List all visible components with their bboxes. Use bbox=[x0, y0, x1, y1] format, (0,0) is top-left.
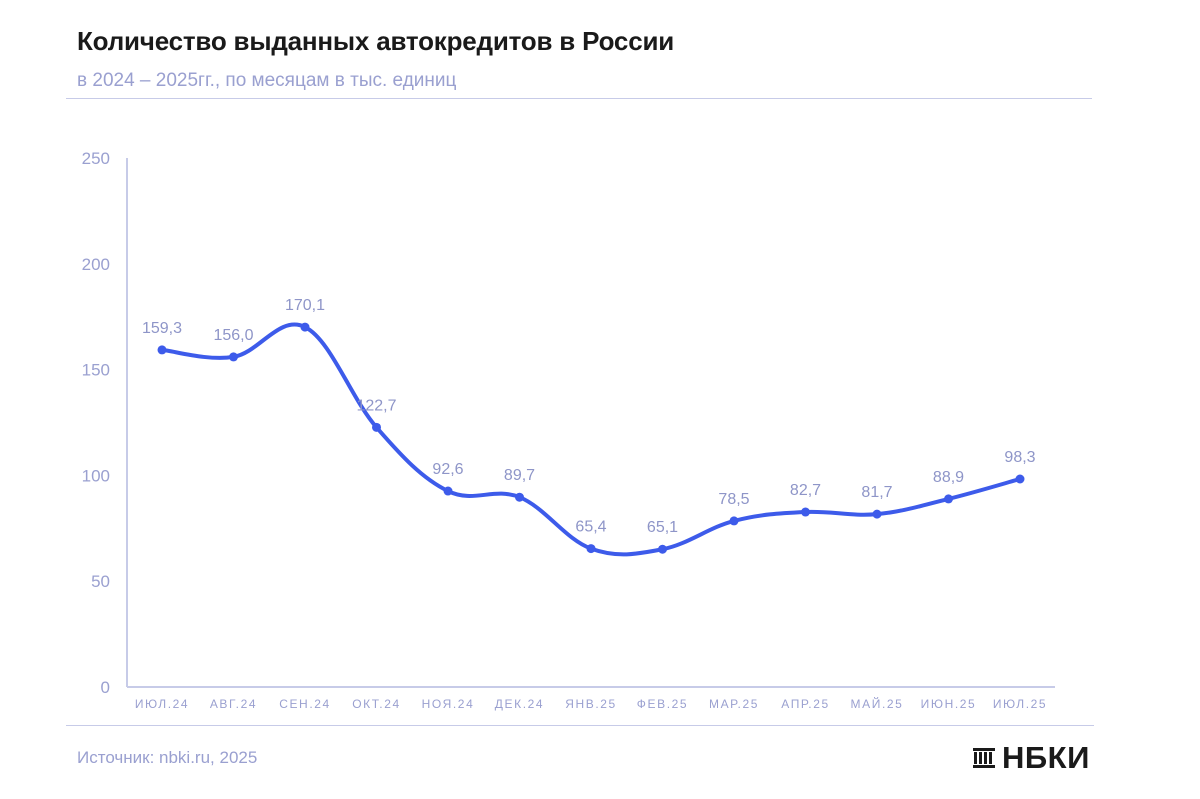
chart-title: Количество выданных автокредитов в Росси… bbox=[77, 26, 675, 56]
data-labels: 159,3 156,0 170,1 122,7 92,6 89,7 65,4 65,1 78,5… bbox=[142, 297, 1036, 536]
y-tick-label: 150 bbox=[82, 361, 110, 380]
data-label: 82,7 bbox=[790, 482, 821, 499]
source-note: Источник: nbki.ru, 2025 bbox=[77, 748, 258, 767]
data-label: 122,7 bbox=[356, 397, 396, 414]
data-point bbox=[157, 345, 167, 355]
data-label: 78,5 bbox=[718, 491, 749, 508]
x-tick-label: АВГ.24 bbox=[210, 697, 257, 711]
x-tick-label: МАР.25 bbox=[709, 697, 759, 711]
nbki-logo: НБКИ bbox=[972, 740, 1090, 776]
data-points bbox=[157, 322, 1025, 554]
data-point bbox=[443, 486, 453, 496]
data-label: 98,3 bbox=[1004, 449, 1035, 466]
data-point bbox=[729, 516, 739, 526]
x-tick-label: СЕН.24 bbox=[279, 697, 331, 711]
data-point bbox=[229, 352, 238, 362]
x-tick-label: АПР.25 bbox=[781, 697, 830, 711]
data-point bbox=[801, 507, 810, 517]
data-point bbox=[372, 422, 381, 432]
x-tick-label: ИЮЛ.24 bbox=[135, 697, 189, 711]
data-point bbox=[515, 492, 524, 502]
y-tick-label: 0 bbox=[101, 678, 110, 697]
data-label: 65,4 bbox=[575, 519, 606, 536]
x-tick-label: ЯНВ.25 bbox=[565, 697, 617, 711]
data-point bbox=[872, 509, 882, 519]
data-label: 65,1 bbox=[647, 519, 678, 536]
x-axis-ticks: ИЮЛ.24 АВГ.24 СЕН.24 ОКТ.24 НОЯ.24 ДЕК.24 ЯНВ.… bbox=[135, 696, 1047, 711]
footer-divider bbox=[66, 725, 1094, 726]
y-tick-label: 250 bbox=[82, 149, 110, 168]
chart-subtitle: в 2024 – 2025гг., по месяцам в тыс. един… bbox=[77, 70, 457, 91]
x-tick-label: ОКТ.24 bbox=[352, 697, 401, 711]
data-label: 88,9 bbox=[933, 469, 964, 486]
data-label: 170,1 bbox=[285, 297, 325, 314]
data-point bbox=[1015, 474, 1025, 484]
header-divider bbox=[66, 98, 1092, 99]
data-point bbox=[300, 322, 310, 332]
y-axis-ticks: 0 50 100 150 200 250 bbox=[82, 149, 110, 697]
chart-axes bbox=[126, 158, 1055, 688]
data-point bbox=[658, 544, 667, 554]
nbki-logo-icon bbox=[973, 748, 995, 768]
x-tick-label: ФЕВ.25 bbox=[637, 697, 688, 711]
data-label: 89,7 bbox=[504, 467, 535, 484]
data-label: 92,6 bbox=[432, 461, 463, 478]
x-tick-label: ИЮН.25 bbox=[921, 697, 977, 711]
y-tick-label: 200 bbox=[82, 255, 110, 274]
data-label: 159,3 bbox=[142, 320, 182, 337]
x-tick-label: ИЮЛ.25 bbox=[993, 697, 1047, 711]
data-label: 156,0 bbox=[213, 327, 253, 344]
data-point bbox=[944, 494, 953, 504]
data-point bbox=[586, 544, 596, 554]
nbki-logo-text: НБКИ bbox=[1002, 740, 1090, 775]
y-tick-label: 50 bbox=[91, 572, 110, 591]
y-tick-label: 100 bbox=[82, 466, 110, 485]
x-tick-label: ДЕК.24 bbox=[495, 697, 544, 711]
x-tick-label: НОЯ.24 bbox=[422, 697, 475, 711]
x-tick-label: МАЙ.25 bbox=[851, 696, 904, 711]
data-label: 81,7 bbox=[861, 484, 892, 501]
